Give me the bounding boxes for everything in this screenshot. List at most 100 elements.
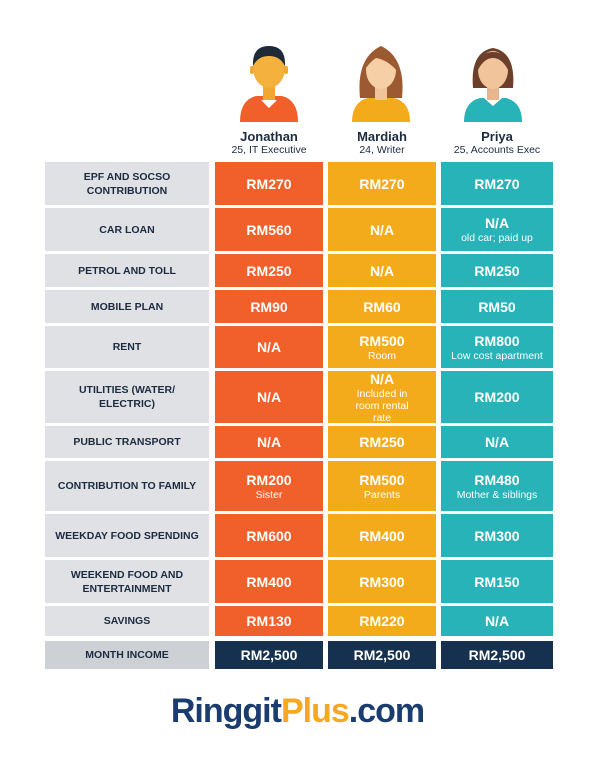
cell-value: RM270 [359,175,405,192]
row-label-weekday-food: WEEKDAY FOOD SPENDING [45,514,209,557]
person-description: 25, IT Executive [231,144,307,156]
cell-value: RM500 [359,471,405,488]
cell-value: RM200 [474,389,520,405]
cell-value: RM2,500 [240,647,298,663]
cell-value: RM500 [359,332,405,349]
cell-mardiah-petrol: N/A [328,254,436,287]
cell-mardiah-income: RM2,500 [328,641,436,669]
cell-value: RM800 [474,332,520,349]
row-label-public-transport: PUBLIC TRANSPORT [45,426,209,458]
cell-note: Mother & siblings [456,488,538,501]
cell-jonathan-utilities: N/A [215,371,323,423]
cell-jonathan-mobile: RM90 [215,290,323,323]
cell-value: N/A [369,370,395,387]
logo-part-plus: Plus [280,692,350,730]
cell-priya-family: RM480 Mother & siblings [441,461,553,511]
row-label-mobile-plan: MOBILE PLAN [45,290,209,323]
cell-value: RM220 [359,613,405,629]
logo-part-com: .com [348,692,425,730]
row-label-rent: RENT [45,326,209,368]
cell-note: Parents [363,488,401,501]
cell-value: RM250 [474,262,520,279]
cell-note: Sister [255,488,283,501]
cell-priya-petrol: RM250 [441,254,553,287]
cell-value: RM90 [250,298,288,315]
person-name: Jonathan [240,129,298,144]
row-label-contribution-family: CONTRIBUTION TO FAMILY [45,461,209,511]
cell-value: RM400 [359,527,405,544]
cell-mardiah-utilities: N/A Included in room rental rate [328,370,436,424]
cell-value: N/A [256,389,282,405]
row-label-savings: SAVINGS [45,606,209,636]
cell-value: RM200 [246,471,292,488]
cell-note: old car; paid up [461,232,533,244]
cell-note: Room [367,349,396,362]
row-label-epf-socso: EPF AND SOCSO CONTRIBUTION [45,162,209,205]
female-avatar-icon [464,48,522,122]
person-header-mardiah: Mardiah 24, Writer [328,129,436,157]
cell-value: N/A [484,215,510,231]
cell-value: RM600 [246,527,292,544]
cell-value: RM60 [363,298,401,315]
row-label-weekend-food: WEEKEND FOOD AND ENTERTAINMENT [45,560,209,603]
person-header-jonathan: Jonathan 25, IT Executive [215,129,323,157]
cell-value: N/A [369,221,395,238]
cell-mardiah-transport: RM250 [328,426,436,458]
cell-jonathan-epf: RM270 [215,162,323,205]
cell-value: N/A [256,434,282,450]
cell-value: N/A [484,434,510,450]
cell-value: RM2,500 [353,647,411,663]
cell-jonathan-family: RM200 Sister [215,461,323,511]
cell-priya-weekend-food: RM150 [441,560,553,603]
cell-priya-savings: N/A [441,606,553,636]
person-description: 25, Accounts Exec [453,144,541,156]
cell-note: Low cost apartment [451,349,543,362]
cell-value: RM50 [478,298,516,315]
cell-mardiah-rent: RM500 Room [328,326,436,368]
row-label-petrol-toll: PETROL AND TOLL [45,254,209,287]
cell-value: N/A [256,339,282,355]
cell-jonathan-income: RM2,500 [215,641,323,669]
cell-mardiah-savings: RM220 [328,606,436,636]
cell-mardiah-weekday-food: RM400 [328,514,436,557]
cell-priya-transport: N/A [441,426,553,458]
cell-value: RM250 [246,262,292,279]
male-avatar-icon [240,46,298,122]
cell-priya-weekday-food: RM300 [441,514,553,557]
cell-mardiah-weekend-food: RM300 [328,560,436,603]
cell-jonathan-weekend-food: RM400 [215,560,323,603]
cell-value: N/A [369,262,395,279]
cell-jonathan-rent: N/A [215,326,323,368]
cell-mardiah-family: RM500 Parents [328,461,436,511]
cell-value: RM150 [474,573,520,590]
cell-mardiah-mobile: RM60 [328,290,436,323]
cell-jonathan-transport: N/A [215,426,323,458]
cell-value: RM130 [246,613,292,629]
cell-mardiah-epf: RM270 [328,162,436,205]
cell-priya-mobile: RM50 [441,290,553,323]
cell-value: RM270 [474,175,520,192]
logo-part-ringgit: Ringgit [170,692,282,730]
person-name: Mardiah [357,129,407,144]
row-label-month-income: MONTH INCOME [45,641,209,669]
cell-mardiah-car-loan: N/A [328,208,436,251]
cell-value: N/A [484,613,510,629]
cell-value: RM300 [474,527,520,544]
row-label-car-loan: CAR LOAN [45,208,209,251]
cell-priya-epf: RM270 [441,162,553,205]
person-description: 24, Writer [359,144,405,156]
cell-value: RM270 [246,175,292,192]
cell-priya-utilities: RM200 [441,371,553,423]
cell-value: RM250 [359,434,405,450]
cell-jonathan-weekday-food: RM600 [215,514,323,557]
cell-priya-rent: RM800 Low cost apartment [441,326,553,368]
cell-jonathan-savings: RM130 [215,606,323,636]
cell-priya-income: RM2,500 [441,641,553,669]
cell-value: RM560 [246,221,292,238]
cell-value: RM2,500 [468,647,526,663]
row-label-utilities: UTILITIES (WATER/ ELECTRIC) [45,371,209,423]
cell-value: RM300 [359,573,405,590]
person-name: Priya [481,129,513,144]
ringgitplus-logo: RinggitPlus.com [0,692,595,731]
person-header-priya: Priya 25, Accounts Exec [441,129,553,157]
